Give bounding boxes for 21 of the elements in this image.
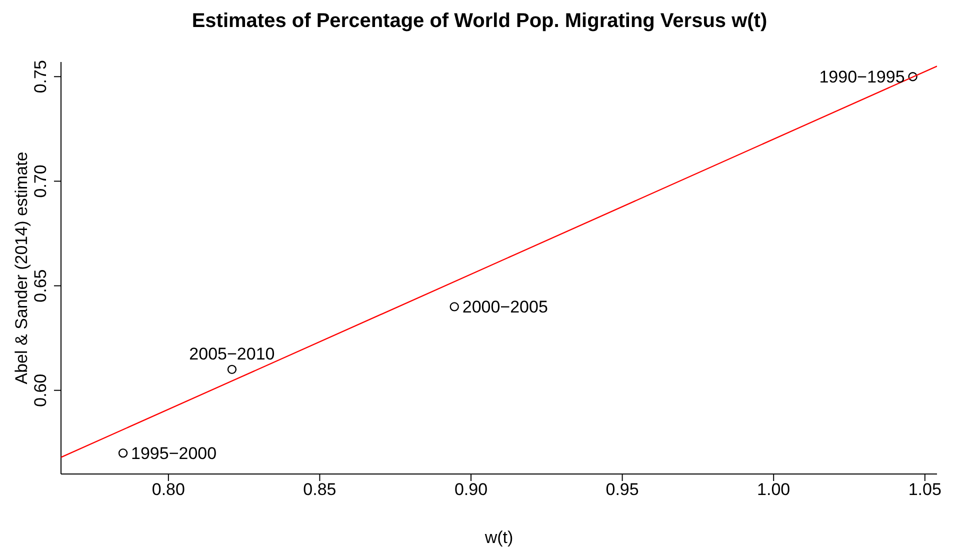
- point: [118, 448, 128, 458]
- x-axis-title: w(t): [484, 528, 514, 547]
- x-tick-label: 0.80: [152, 480, 185, 500]
- x-tick-label: 0.90: [454, 480, 488, 500]
- x-tick-label: 1.05: [908, 480, 942, 500]
- point: [908, 72, 918, 82]
- annotation: 1995−2000: [131, 444, 217, 464]
- x-tick-label: 0.85: [303, 480, 336, 500]
- x-tick-label: 0.95: [606, 480, 639, 500]
- annotation: 2000−2005: [462, 298, 548, 317]
- chart-title: Estimates of Percentage of World Pop. Migrating Versus w(t): [190, 10, 768, 33]
- y-tick-label: 0.75: [31, 60, 50, 94]
- annotation: 2005−2010: [189, 344, 275, 364]
- x-tick-label: 1.00: [757, 480, 790, 500]
- y-tick-label: 0.60: [31, 374, 50, 407]
- y-tick-label: 0.65: [31, 269, 50, 302]
- y-axis-title: Abel & Sander (2014) estimate: [12, 152, 31, 384]
- y-tick-label: 0.70: [31, 164, 50, 198]
- annotation: 1990−1995: [819, 68, 905, 87]
- point: [227, 364, 237, 374]
- point: [450, 302, 459, 312]
